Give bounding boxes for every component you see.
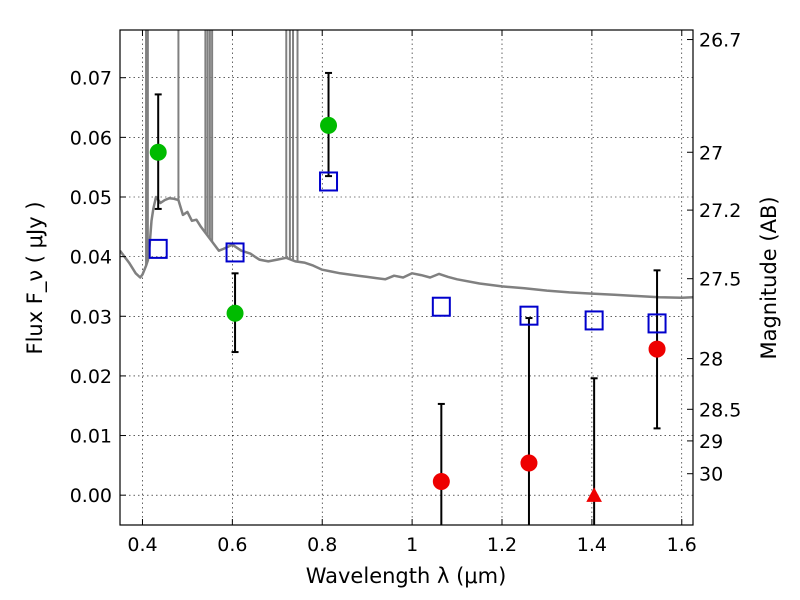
data-point [149,143,167,161]
model-point [431,296,451,317]
x-tick-label: 0.6 [217,534,247,556]
y-tick-label: 0.01 [70,426,112,448]
mag-tick-label: 30 [699,464,723,486]
y-tick-label: 0.03 [70,306,112,328]
x-axis-label: Wavelength λ (μm) [306,564,507,588]
y-tick-label: 0.00 [70,485,112,507]
y-tick-label: 0.02 [70,366,112,388]
model-point [319,171,339,192]
x-tick-label: 1.2 [487,534,517,556]
grid [120,30,693,525]
data-point [226,304,244,322]
x-tick-label: 1.6 [667,534,697,556]
model-point [647,313,667,334]
mag-tick-label: 28.5 [699,399,741,421]
x-tick-label: 1 [406,534,418,556]
mag-tick-label: 27 [699,142,723,164]
model-point [519,305,539,326]
mag-tick-label: 26.7 [699,30,741,52]
mag-tick-label: 27.5 [699,269,741,291]
y-tick-label: 0.05 [70,187,112,209]
markers [148,71,667,525]
y-tick-label: 0.07 [70,68,112,90]
data-point [520,454,538,472]
model-point [148,238,168,259]
axis-ticks: 0.4 0.6 0.8 1 1.2 1.4 1.6 0.00 0.01 0.02 0.03 0.04 0… [70,30,742,556]
y-tick-label: 0.06 [70,127,112,149]
y-axis-label: Flux F_ν ( μJy ) [23,201,48,354]
x-tick-label: 0.8 [307,534,337,556]
mag-tick-label: 28 [699,349,723,371]
data-point [320,116,338,134]
upper-limit-marker [586,487,602,502]
mag-tick-label: 29 [699,431,723,453]
right-axis-label: Magnitude (AB) [757,196,781,359]
x-tick-label: 0.4 [127,534,157,556]
x-tick-label: 1.4 [577,534,607,556]
mag-tick-label: 27.2 [699,200,741,222]
plot-frame [119,29,694,526]
data-point [432,472,450,490]
y-tick-label: 0.04 [70,247,112,269]
model-point [584,310,604,331]
model-point [225,242,245,263]
data-point [648,340,666,358]
